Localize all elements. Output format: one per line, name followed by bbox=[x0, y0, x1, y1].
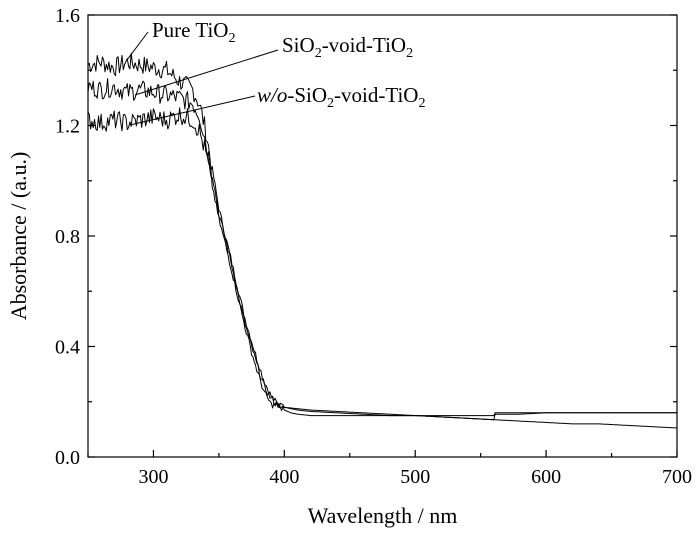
series-line-pure-tio2 bbox=[87, 52, 677, 417]
annotation-leaders bbox=[126, 31, 279, 126]
x-axis: 300 400 500 600 700 bbox=[87, 450, 692, 488]
y-tick-label: 0.4 bbox=[55, 337, 80, 359]
annotations: Pure TiO2 SiO2-void-TiO2 w/o-SiO2-void-TiO… bbox=[152, 18, 425, 111]
x-tick-label: 600 bbox=[531, 466, 561, 488]
annotation-pure-tio2: Pure TiO2 bbox=[152, 18, 235, 46]
leader-line-wo-sio2-void-tio2 bbox=[129, 95, 256, 126]
series-layer bbox=[87, 52, 678, 429]
series-line-wo-sio2-void-tio2 bbox=[87, 107, 678, 429]
x-tick-label: 400 bbox=[269, 466, 299, 488]
x-axis-title: Wavelength / nm bbox=[308, 503, 458, 528]
leader-line-pure-tio2 bbox=[126, 31, 149, 61]
x-tick-label: 700 bbox=[662, 466, 692, 488]
y-tick-label: 0.0 bbox=[55, 447, 80, 469]
x-tick-label: 300 bbox=[138, 466, 168, 488]
y-tick-label: 1.2 bbox=[55, 116, 80, 138]
annotation-sio2-void-tio2: SiO2-void-TiO2 bbox=[282, 33, 413, 61]
y-axis-title: Absorbance / (a.u.) bbox=[6, 152, 31, 321]
series-line-sio2-void-tio2 bbox=[87, 78, 677, 421]
x-tick-label: 500 bbox=[400, 466, 430, 488]
y-axis: 0.0 0.4 0.8 1.2 1.6 bbox=[55, 5, 677, 469]
leader-line-sio2-void-tio2 bbox=[134, 49, 279, 96]
y-tick-label: 0.8 bbox=[55, 226, 80, 248]
annotation-wo-sio2-void-tio2: w/o-SiO2-void-TiO2 bbox=[257, 83, 425, 111]
y-tick-label: 1.6 bbox=[55, 5, 80, 27]
